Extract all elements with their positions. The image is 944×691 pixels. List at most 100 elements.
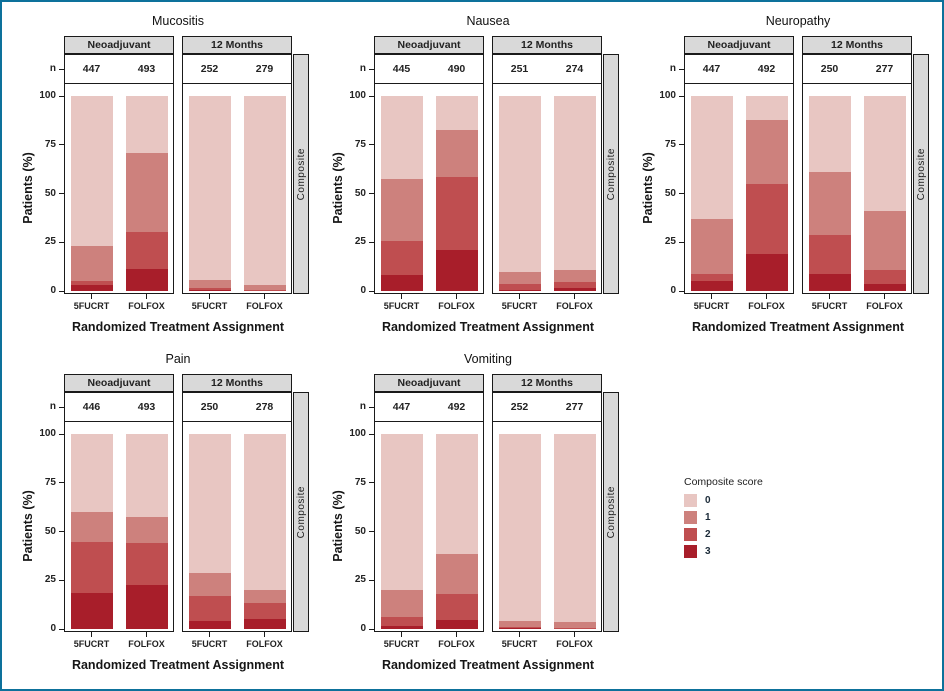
facet-strip-neoadjuvant: Neoadjuvant (64, 374, 174, 392)
bar-segment-score-0 (690, 96, 733, 219)
x-tick-label: 5FUCRT (501, 639, 538, 649)
x-tick-label: FOLFOX (246, 301, 283, 311)
x-tick-label: FOLFOX (128, 301, 165, 311)
y-tick-label-25: 25 (44, 574, 56, 586)
bar-segment-score-3 (70, 592, 113, 629)
stacked-bar-5fucrt (188, 434, 231, 629)
bar-segment-score-1 (498, 271, 541, 285)
y-tick-label-50: 50 (354, 187, 366, 199)
y-tick-mark (679, 95, 684, 97)
composite-right-strip-label: Composite (915, 147, 927, 201)
bar-segment-score-2 (380, 241, 423, 276)
x-tick-mark (711, 294, 712, 299)
stacked-bar-folfox (243, 96, 286, 291)
n-tick-mark (59, 406, 64, 408)
legend-swatch-0 (684, 494, 697, 507)
y-tick-mark (369, 290, 374, 292)
panel-vomiting: Vomiting Patients (%) 0 25 50 75 100 n Neoadjuva… (326, 352, 622, 688)
bar-segment-score-3 (188, 289, 231, 291)
bar-segment-score-0 (70, 96, 113, 247)
bar-segment-score-1 (498, 621, 541, 628)
bar-segment-score-2 (70, 281, 113, 286)
bar-segment-score-3 (498, 290, 541, 291)
n-value: 251 (510, 63, 529, 75)
y-tick-label-100: 100 (659, 90, 676, 101)
y-tick-mark (59, 579, 64, 581)
n-row-label: n (49, 63, 56, 74)
x-tick-label: 5FUCRT (383, 639, 420, 649)
x-tick-mark (456, 294, 457, 299)
y-tick-label-75: 75 (354, 138, 366, 150)
composite-right-strip-label: Composite (605, 485, 617, 539)
x-tick-label: 5FUCRT (501, 301, 538, 311)
y-tick-mark (369, 579, 374, 581)
y-tick-label-0: 0 (360, 623, 366, 634)
bar-segment-score-2 (188, 288, 231, 290)
composite-right-strip: Composite (293, 392, 309, 632)
n-row-label: n (359, 401, 366, 412)
bar-segment-score-0 (435, 96, 478, 131)
y-tick-mark (679, 144, 684, 146)
bar-segment-score-2 (125, 231, 168, 269)
x-axis-title: Randomized Treatment Assignment (381, 320, 595, 334)
bar-segment-score-0 (70, 434, 113, 512)
x-tick-label: FOLFOX (438, 301, 475, 311)
n-value-box (64, 392, 174, 422)
y-tick-label-100: 100 (349, 90, 366, 101)
n-value: 277 (875, 63, 894, 75)
y-tick-mark (59, 433, 64, 435)
bar-segment-score-2 (745, 183, 788, 254)
legend-swatch-2 (684, 528, 697, 541)
y-tick-mark (369, 95, 374, 97)
bar-segment-score-3 (553, 288, 596, 291)
bar-segment-score-1 (808, 172, 851, 236)
bar-segment-score-3 (125, 268, 168, 291)
composite-right-strip-label: Composite (605, 147, 617, 201)
y-tick-label-50: 50 (664, 187, 676, 199)
panel-title: Pain (165, 352, 191, 366)
bar-segment-score-1 (553, 269, 596, 283)
y-tick-label-100: 100 (349, 428, 366, 439)
bar-segment-score-0 (553, 96, 596, 270)
bar-segment-score-3 (863, 284, 906, 291)
bar-segment-score-3 (498, 628, 541, 629)
stacked-bar-folfox (553, 96, 596, 291)
composite-right-strip-label: Composite (295, 485, 307, 539)
facet-strip-12-months: 12 Months (182, 36, 292, 54)
x-axis-title: Randomized Treatment Assignment (381, 658, 595, 672)
stacked-bar-5fucrt (498, 434, 541, 629)
bar-segment-score-2 (188, 595, 231, 622)
x-tick-label: 5FUCRT (383, 301, 420, 311)
facet-strip-neoadjuvant: Neoadjuvant (684, 36, 794, 54)
bar-segment-score-2 (863, 269, 906, 285)
composite-right-strip: Composite (293, 54, 309, 294)
bar-segment-score-0 (243, 96, 286, 286)
bar-segment-score-3 (188, 621, 231, 629)
x-tick-mark (574, 632, 575, 637)
y-tick-mark (369, 433, 374, 435)
x-tick-label: 5FUCRT (191, 639, 228, 649)
legend-entry-label: 2 (705, 529, 711, 540)
bar-segment-score-1 (745, 120, 788, 184)
x-tick-mark (264, 632, 265, 637)
bar-segment-score-1 (380, 178, 423, 242)
bar-segment-score-0 (553, 434, 596, 623)
x-tick-label: 5FUCRT (693, 301, 730, 311)
n-value: 252 (510, 401, 529, 413)
y-tick-label-50: 50 (354, 525, 366, 537)
composite-score-legend: Composite score 0 1 2 3 (684, 476, 763, 560)
bar-segment-score-3 (808, 274, 851, 291)
y-tick-mark (369, 144, 374, 146)
y-tick-label-25: 25 (354, 236, 366, 248)
y-tick-mark (59, 95, 64, 97)
bar-segment-score-1 (70, 246, 113, 282)
n-tick-mark (59, 68, 64, 70)
y-tick-label-75: 75 (44, 476, 56, 488)
stacked-bar-folfox (435, 434, 478, 629)
bar-segment-score-0 (188, 434, 231, 574)
bar-segment-score-3 (745, 253, 788, 291)
stacked-bar-5fucrt (188, 96, 231, 291)
bar-segment-score-2 (498, 284, 541, 291)
facet-strip-12-months: 12 Months (802, 36, 912, 54)
bar-segment-score-2 (380, 617, 423, 627)
